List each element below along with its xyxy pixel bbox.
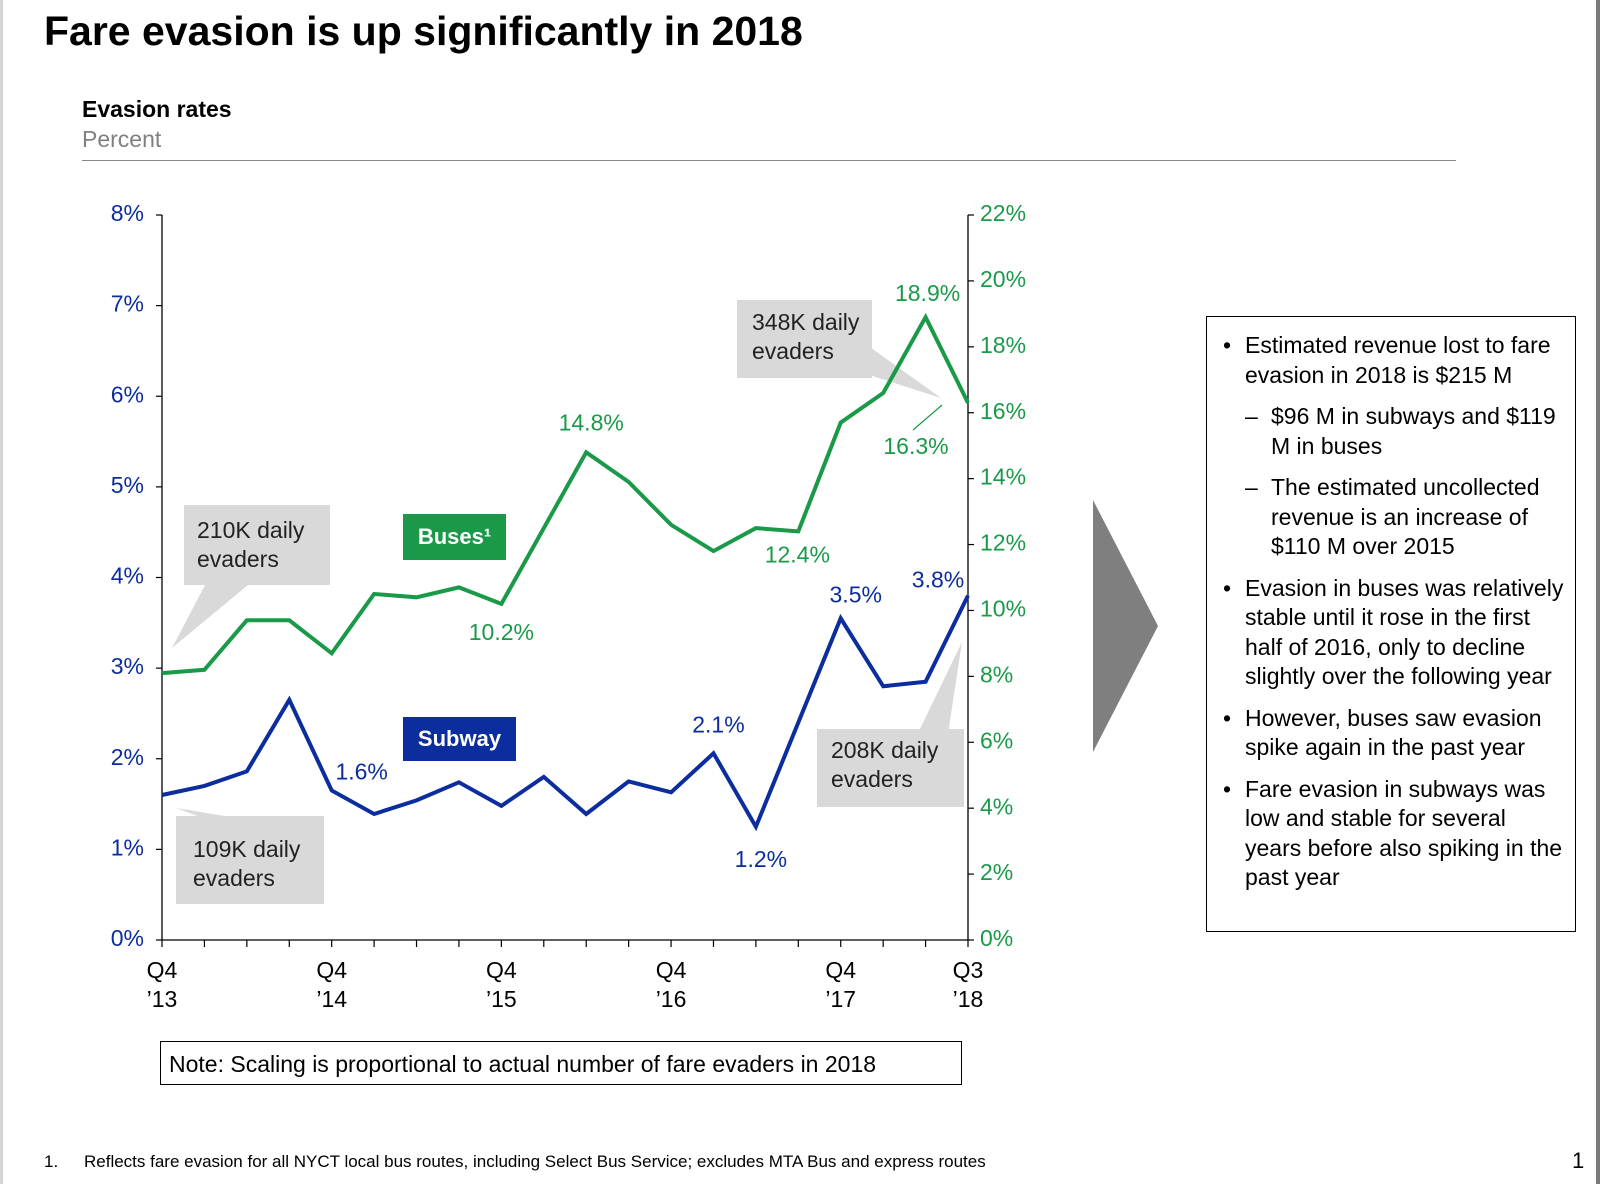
page-number: 1 — [1572, 1148, 1585, 1173]
data-label: 2.1% — [692, 711, 744, 737]
data-label: 10.2% — [469, 619, 534, 645]
left-axis-tick-label: 8% — [111, 200, 144, 226]
summary-text: However, buses saw evasion spike again i… — [1245, 704, 1542, 761]
summary-text: Estimated revenue lost to fare evasion i… — [1245, 332, 1551, 388]
data-label: 3.5% — [830, 581, 882, 607]
left-axis-tick-label: 1% — [111, 834, 144, 860]
right-arrow-icon — [1093, 500, 1158, 752]
x-axis-tick-label: Q4 — [316, 957, 347, 983]
summary-bullet: • However, buses saw evasion spike again … — [1219, 704, 1567, 763]
callout-box — [184, 505, 330, 585]
left-frame-edge — [0, 0, 3, 1184]
left-axis-tick-label: 5% — [111, 472, 144, 498]
scaling-note: Note: Scaling is proportional to actual … — [160, 1041, 962, 1085]
callout-text: 210K daily — [197, 517, 305, 543]
right-axis-tick-label: 2% — [980, 859, 1013, 885]
data-label: 14.8% — [559, 409, 624, 435]
right-axis-tick-label: 0% — [980, 925, 1013, 951]
callout-box — [737, 300, 872, 378]
x-axis-tick-label: ’14 — [316, 986, 347, 1012]
bullet-marker: • — [1223, 332, 1232, 358]
summary-bullet: • Fare evasion in subways was low and sta… — [1219, 775, 1567, 893]
summary-bullet: • Estimated revenue lost to fare evasion … — [1219, 331, 1567, 390]
x-axis-tick-label: Q4 — [147, 957, 178, 983]
data-label: 3.8% — [912, 567, 964, 593]
bullet-marker: – — [1245, 474, 1258, 500]
bullet-marker: – — [1245, 403, 1258, 429]
right-frame-edge — [1596, 0, 1600, 1184]
series-name-box — [403, 717, 516, 761]
x-axis-tick-label: ’18 — [953, 986, 984, 1012]
callout-pointer — [905, 642, 962, 760]
summary-box: • Estimated revenue lost to fare evasion … — [1206, 316, 1576, 932]
chart-unit-label: Percent — [82, 126, 162, 152]
left-axis-tick-label: 2% — [111, 744, 144, 770]
right-axis-tick-label: 10% — [980, 596, 1026, 622]
series-name-box — [403, 514, 506, 560]
callout-text: evaders — [831, 766, 913, 792]
bullet-marker: • — [1223, 775, 1232, 802]
summary-text: Fare evasion in subways was low and stab… — [1245, 775, 1563, 891]
callout-pointer — [860, 340, 941, 398]
summary-bullet: • Evasion in buses was relatively stable … — [1219, 574, 1567, 692]
x-axis-tick-label: Q4 — [486, 957, 517, 983]
callout-pointer — [176, 808, 262, 822]
callout-text: evaders — [197, 546, 279, 572]
left-axis-tick-label: 6% — [111, 381, 144, 407]
summary-sub-bullet: – $96 M in subways and $119 M in buses — [1219, 402, 1567, 461]
subway-series-line — [161, 594, 970, 832]
right-axis-tick-label: 8% — [980, 661, 1013, 687]
right-axis-tick-label: 20% — [980, 266, 1026, 292]
title-divider — [82, 160, 1456, 161]
buses-series-line — [161, 312, 970, 676]
x-axis-tick-label: ’16 — [656, 986, 687, 1012]
callout-pointer — [172, 585, 248, 648]
right-axis-tick-label: 14% — [980, 464, 1026, 490]
x-axis-tick-label: ’13 — [147, 986, 178, 1012]
x-axis-tick-label: Q3 — [953, 957, 984, 983]
data-label: 12.4% — [765, 541, 830, 567]
right-axis-tick-label: 6% — [980, 727, 1013, 753]
bullet-marker: • — [1223, 574, 1232, 601]
summary-text: The estimated uncollected revenue is an … — [1271, 474, 1540, 559]
chart-subtitle: Evasion rates — [82, 96, 232, 122]
x-axis-tick-label: ’17 — [825, 986, 856, 1012]
left-axis-tick-label: 7% — [111, 291, 144, 317]
left-axis-tick-label: 4% — [111, 563, 144, 589]
left-axis-tick-label: 3% — [111, 653, 144, 679]
callout-text: 109K daily — [193, 836, 301, 862]
right-axis-tick-label: 18% — [980, 332, 1026, 358]
data-label: 16.3% — [883, 433, 948, 459]
right-axis-tick-label: 16% — [980, 398, 1026, 424]
slide-title: Fare evasion is up significantly in 2018 — [44, 8, 803, 54]
callout-text: 348K daily — [752, 309, 860, 335]
right-axis-tick-label: 12% — [980, 530, 1026, 556]
right-axis-tick-label: 22% — [980, 200, 1026, 226]
x-axis-tick-label: Q4 — [656, 957, 687, 983]
data-label-leader — [912, 404, 943, 431]
x-axis-tick-label: ’15 — [486, 986, 517, 1012]
data-label: 1.6% — [335, 759, 387, 785]
summary-text: $96 M in subways and $119 M in buses — [1271, 403, 1556, 459]
summary-sub-bullet: – The estimated uncollected revenue is an… — [1219, 473, 1567, 562]
series-name-label: Subway — [418, 726, 502, 751]
callout-text: 208K daily — [831, 737, 939, 763]
summary-text: Evasion in buses was relatively stable u… — [1245, 574, 1564, 690]
series-name-label: Buses¹ — [418, 524, 491, 549]
x-axis-tick-label: Q4 — [825, 957, 856, 983]
footnote-number: 1. — [44, 1152, 59, 1171]
right-axis-tick-label: 4% — [980, 793, 1013, 819]
bullet-marker: • — [1223, 704, 1232, 731]
left-axis-tick-label: 0% — [111, 925, 144, 951]
callout-box — [176, 816, 324, 904]
footnote-text: Reflects fare evasion for all NYCT local… — [84, 1152, 986, 1171]
data-label: 18.9% — [895, 280, 960, 306]
callout-text: evaders — [193, 865, 275, 891]
data-label: 1.2% — [735, 846, 787, 872]
callout-text: evaders — [752, 338, 834, 364]
